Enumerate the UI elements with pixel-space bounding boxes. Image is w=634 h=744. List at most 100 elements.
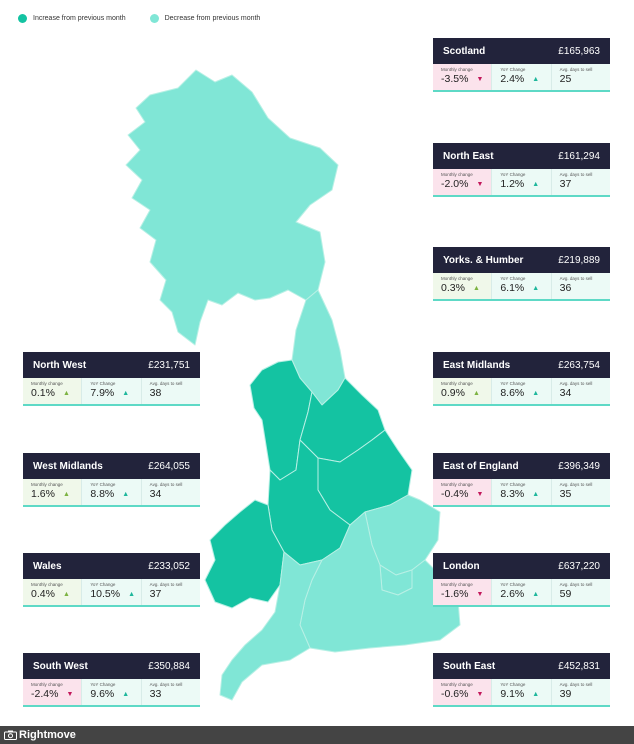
days-to-sell-value: 34 (149, 488, 162, 500)
yoy-change-value: 9.1% (500, 688, 525, 700)
yoy-change-cell: YoY Change 2.6% ▲ (491, 579, 551, 605)
days-to-sell-label: Avg. days to sell (559, 276, 593, 281)
yoy-change-cell: YoY Change 8.6% ▲ (491, 378, 551, 404)
days-to-sell-label: Avg. days to sell (559, 482, 593, 487)
days-to-sell-value: 37 (149, 588, 162, 600)
region-card-header: West Midlands £264,055 (23, 453, 200, 479)
yoy-change-label: YoY Change (500, 482, 526, 487)
monthly-change-value: -1.6% (441, 588, 469, 600)
up-triangle-icon: ▲ (122, 389, 130, 397)
yoy-change-label: YoY Change (90, 482, 116, 487)
region-average-price: £165,963 (558, 45, 600, 57)
monthly-change-value: 1.6% (31, 488, 55, 500)
legend-decrease-label: Decrease from previous month (164, 15, 261, 22)
region-name: West Midlands (33, 460, 103, 472)
monthly-change-value: -0.4% (441, 488, 469, 500)
up-triangle-icon: ▲ (62, 389, 70, 397)
days-to-sell-cell: Avg. days to sell 37 (550, 169, 610, 195)
down-triangle-icon: ▼ (476, 590, 484, 598)
monthly-change-value: 0.9% (441, 387, 465, 399)
up-triangle-icon: ▲ (532, 690, 540, 698)
region-card-stats: Monthly change 0.9% ▲ YoY Change 8.6% ▲ Av… (433, 378, 610, 406)
monthly-change-cell: Monthly change -1.6% ▼ (433, 579, 492, 605)
region-card-header: East of England £396,349 (433, 453, 610, 479)
days-to-sell-value: 38 (149, 387, 162, 399)
region-card-north-east: North East £161,294 Monthly change -2.0%… (433, 143, 610, 197)
days-to-sell-label: Avg. days to sell (559, 582, 593, 587)
region-card-header: London £637,220 (433, 553, 610, 579)
region-card-north-west: North West £231,751 Monthly change 0.1% ▲… (23, 352, 200, 406)
region-card-west-midlands: West Midlands £264,055 Monthly change 1.… (23, 453, 200, 507)
up-triangle-icon: ▲ (62, 590, 70, 598)
region-average-price: £264,055 (148, 460, 190, 472)
yoy-change-cell: YoY Change 6.1% ▲ (491, 273, 551, 299)
up-triangle-icon: ▲ (532, 590, 540, 598)
days-to-sell-label: Avg. days to sell (149, 381, 183, 386)
up-triangle-icon: ▲ (472, 389, 480, 397)
region-card-south-west: South West £350,884 Monthly change -2.4%… (23, 653, 200, 707)
yoy-change-cell: YoY Change 1.2% ▲ (491, 169, 551, 195)
days-to-sell-cell: Avg. days to sell 39 (550, 679, 610, 705)
yoy-change-value: 10.5% (90, 588, 121, 600)
days-to-sell-value: 59 (559, 588, 572, 600)
region-card-header: Yorks. & Humber £219,889 (433, 247, 610, 273)
region-average-price: £263,754 (558, 359, 600, 371)
legend-increase-label: Increase from previous month (33, 15, 126, 22)
up-triangle-icon: ▲ (122, 690, 130, 698)
monthly-change-label: Monthly change (31, 381, 63, 386)
region-card-scotland: Scotland £165,963 Monthly change -3.5% ▼ … (433, 38, 610, 92)
monthly-change-cell: Monthly change -3.5% ▼ (433, 64, 492, 90)
yoy-change-label: YoY Change (90, 682, 116, 687)
monthly-change-label: Monthly change (441, 482, 473, 487)
region-card-wales: Wales £233,052 Monthly change 0.4% ▲ YoY … (23, 553, 200, 607)
yoy-change-value: 9.6% (90, 688, 115, 700)
region-average-price: £396,349 (558, 460, 600, 472)
days-to-sell-cell: Avg. days to sell 25 (550, 64, 610, 90)
monthly-change-label: Monthly change (441, 582, 473, 587)
region-card-header: North East £161,294 (433, 143, 610, 169)
image-credit: Rightmove (19, 729, 76, 741)
monthly-change-cell: Monthly change 1.6% ▲ (23, 479, 82, 505)
monthly-change-cell: Monthly change -0.6% ▼ (433, 679, 492, 705)
days-to-sell-value: 39 (559, 688, 572, 700)
days-to-sell-label: Avg. days to sell (559, 682, 593, 687)
decrease-swatch (149, 14, 159, 23)
yoy-change-cell: YoY Change 2.4% ▲ (491, 64, 551, 90)
monthly-change-value: 0.4% (31, 588, 55, 600)
region-average-price: £233,052 (148, 560, 190, 572)
region-card-stats: Monthly change -0.4% ▼ YoY Change 8.3% ▲ A… (433, 479, 610, 507)
image-credit-bar: Rightmove (0, 726, 634, 744)
up-triangle-icon: ▲ (532, 284, 540, 292)
region-name: East Midlands (443, 359, 511, 371)
up-triangle-icon: ▲ (532, 490, 540, 498)
region-name: Wales (33, 560, 62, 572)
region-card-east-of-england: East of England £396,349 Monthly change … (433, 453, 610, 507)
monthly-change-label: Monthly change (441, 381, 473, 386)
region-average-price: £231,751 (148, 359, 190, 371)
down-triangle-icon: ▼ (66, 690, 74, 698)
region-name: Scotland (443, 45, 486, 57)
region-card-east-midlands: East Midlands £263,754 Monthly change 0.… (433, 352, 610, 406)
yoy-change-cell: YoY Change 8.3% ▲ (491, 479, 551, 505)
yoy-change-label: YoY Change (500, 276, 526, 281)
yoy-change-label: YoY Change (90, 381, 116, 386)
up-triangle-icon: ▲ (532, 389, 540, 397)
camera-icon (4, 730, 17, 740)
region-card-header: North West £231,751 (23, 352, 200, 378)
region-card-header: Scotland £165,963 (433, 38, 610, 64)
yoy-change-value: 6.1% (500, 282, 525, 294)
yoy-change-value: 2.6% (500, 588, 525, 600)
monthly-change-cell: Monthly change 0.1% ▲ (23, 378, 82, 404)
monthly-change-cell: Monthly change 0.3% ▲ (433, 273, 492, 299)
yoy-change-label: YoY Change (500, 172, 526, 177)
days-to-sell-label: Avg. days to sell (559, 381, 593, 386)
monthly-change-cell: Monthly change -2.0% ▼ (433, 169, 492, 195)
yoy-change-label: YoY Change (500, 682, 526, 687)
region-average-price: £219,889 (558, 254, 600, 266)
days-to-sell-cell: Avg. days to sell 38 (140, 378, 200, 404)
days-to-sell-value: 25 (559, 73, 572, 85)
region-average-price: £452,831 (558, 660, 600, 672)
days-to-sell-value: 33 (149, 688, 162, 700)
region-name: South West (33, 660, 88, 672)
region-card-header: East Midlands £263,754 (433, 352, 610, 378)
